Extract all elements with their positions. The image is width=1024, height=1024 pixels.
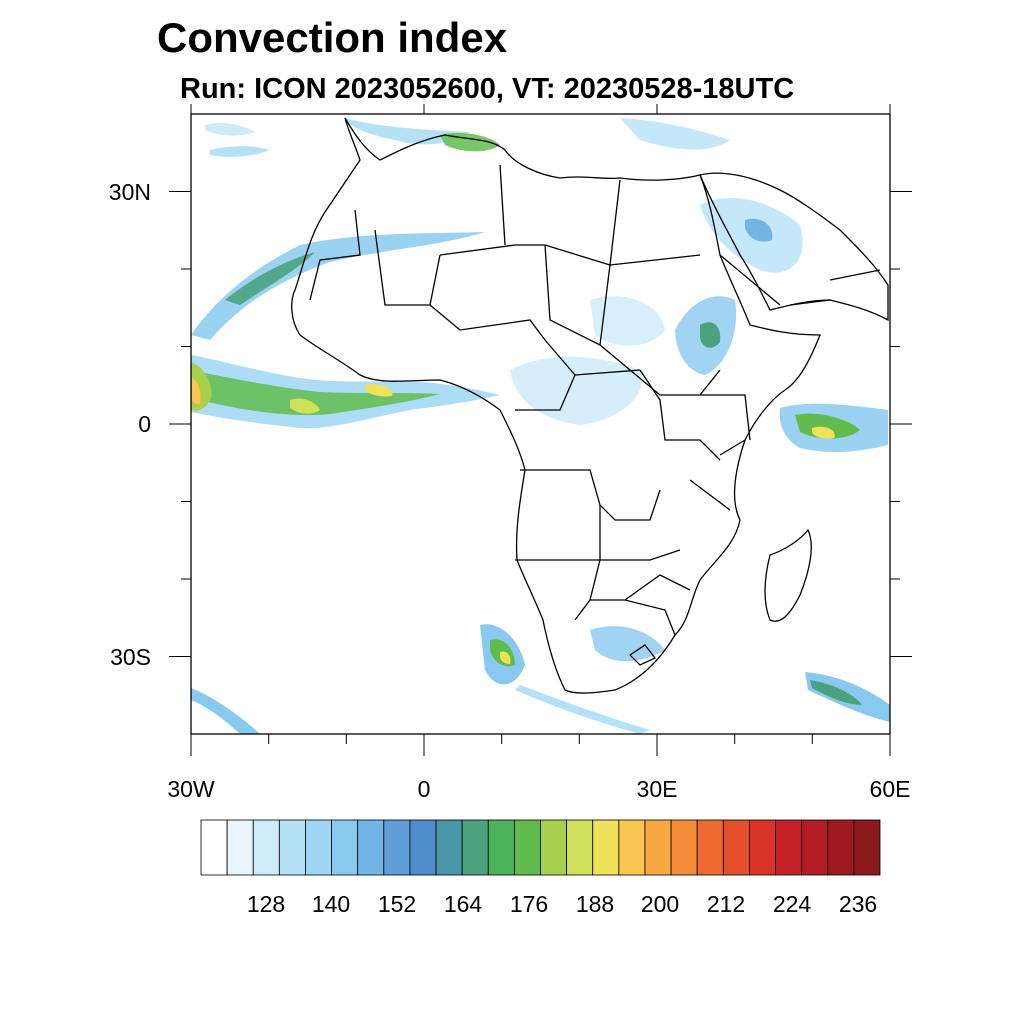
y-tick-label: 0 [138, 411, 151, 437]
colorbar-box [487, 819, 515, 876]
colorbar-label: 164 [444, 891, 483, 917]
x-tick-label: 0 [418, 776, 431, 802]
colorbar-label: 128 [247, 891, 285, 917]
colorbar-label: 140 [312, 891, 350, 917]
colorbar-label: 200 [641, 891, 679, 917]
colorbar-box [331, 819, 359, 876]
colorbar-box [722, 819, 750, 876]
colorbar-label: 236 [839, 891, 877, 917]
colorbar-box [252, 819, 280, 876]
colorbar-box [853, 819, 881, 876]
colorbar [200, 819, 881, 876]
run-info-subtitle: Run: ICON 2023052600, VT: 20230528-18UTC [180, 73, 795, 105]
y-tick-label: 30S [110, 644, 151, 670]
y-tick-label: 30N [109, 179, 151, 205]
colorbar-label: 152 [378, 891, 416, 917]
colorbar-box [644, 819, 672, 876]
colorbar-box [670, 819, 698, 876]
colorbar-box [618, 819, 646, 876]
coastlines [291, 117, 889, 694]
x-tick-label: 60E [870, 776, 911, 802]
colorbar-box [409, 819, 437, 876]
colorbar-box [200, 819, 228, 876]
colorbar-labels: 128 140 152 164 176 188 200 212 224 236 [247, 891, 877, 917]
colorbar-box [305, 819, 332, 876]
colorbar-box [566, 819, 594, 876]
colorbar-box [461, 819, 489, 876]
colorbar-box [226, 819, 254, 876]
colorbar-label: 212 [707, 891, 745, 917]
colorbar-box [696, 819, 724, 876]
colorbar-box [278, 819, 306, 876]
map-title: Convection index [157, 14, 508, 61]
colorbar-label: 188 [576, 891, 614, 917]
colorbar-box [749, 819, 776, 876]
colorbar-box [592, 819, 620, 876]
colorbar-box [540, 819, 568, 876]
colorbar-box [357, 819, 385, 876]
x-tick-label: 30E [637, 776, 678, 802]
convection-field [191, 118, 890, 734]
colorbar-label: 224 [773, 891, 812, 917]
map-ticks [169, 104, 912, 756]
colorbar-box [801, 819, 829, 876]
colorbar-box [775, 819, 803, 876]
colorbar-box [827, 819, 855, 876]
colorbar-box [513, 819, 541, 876]
colorbar-box [383, 819, 411, 876]
x-tick-label: 30W [167, 776, 215, 802]
colorbar-label: 176 [510, 891, 548, 917]
colorbar-box [435, 819, 463, 876]
